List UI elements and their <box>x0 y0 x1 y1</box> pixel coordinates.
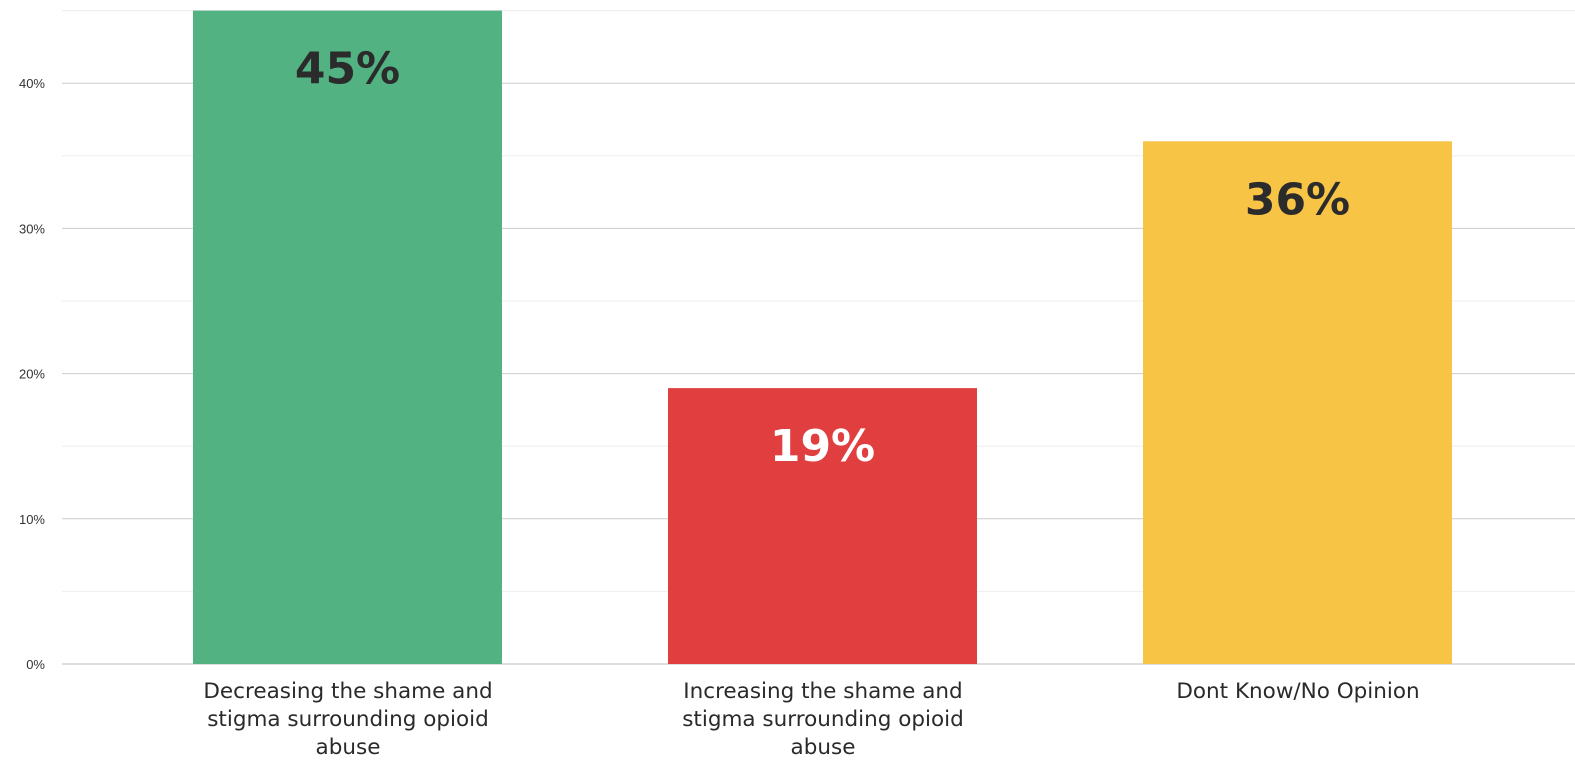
x-tick-label: Decreasing the shame and stigma surround… <box>203 679 493 760</box>
y-tick-label: 30% <box>19 221 45 236</box>
bar-value-label: 36% <box>1245 174 1350 225</box>
x-tick-label: Increasing the shame and stigma surround… <box>682 679 964 760</box>
bar <box>668 388 977 664</box>
bar <box>1143 141 1452 664</box>
y-tick-label: 20% <box>19 367 45 382</box>
y-axis-ticks: 0% 10% 20% 30% 40% <box>19 76 45 672</box>
bars-layer <box>193 10 1452 665</box>
y-tick-label: 40% <box>19 76 45 91</box>
bar-value-label: 19% <box>770 421 875 472</box>
bar <box>193 10 502 665</box>
y-tick-label: 0% <box>26 657 45 672</box>
data-labels: 45% 19% 36% <box>295 44 1350 473</box>
bar-value-label: 45% <box>295 44 400 95</box>
x-tick-label: Dont Know/No Opinion <box>1176 679 1420 704</box>
y-tick-label: 10% <box>19 512 45 527</box>
